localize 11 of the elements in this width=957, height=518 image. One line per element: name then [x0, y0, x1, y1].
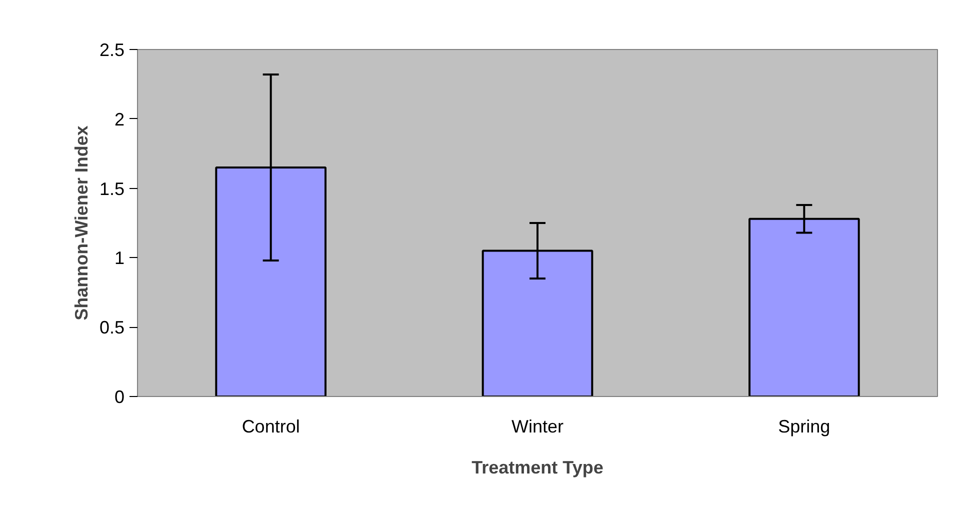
y-tick-label: 1	[114, 248, 125, 268]
x-tick-label: Control	[242, 416, 300, 436]
y-tick-label: 2	[114, 109, 125, 130]
y-axis-title: Shannon-Wiener Index	[71, 126, 92, 320]
y-tick-label: 0.5	[99, 318, 125, 338]
x-tick-label: Spring	[778, 416, 830, 436]
x-tick-label: Winter	[512, 416, 564, 436]
y-tick-label: 0	[114, 387, 125, 407]
x-axis-title: Treatment Type	[472, 458, 604, 478]
y-tick-label: 1.5	[99, 178, 125, 199]
y-tick-label: 2.5	[99, 40, 125, 60]
